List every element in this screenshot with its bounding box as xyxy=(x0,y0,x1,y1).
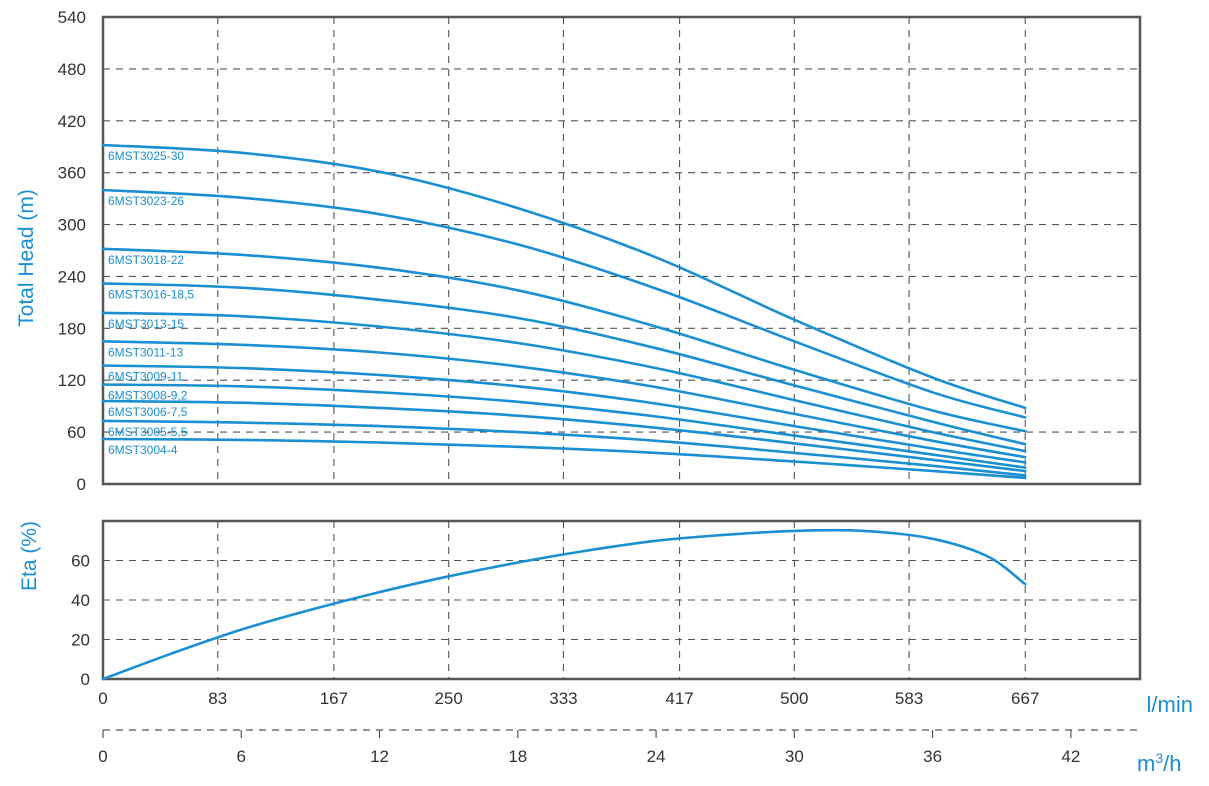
lpm-tick-label: 417 xyxy=(665,689,693,708)
head-y-tick-label: 60 xyxy=(67,423,86,442)
lpm-tick-labels: 0 83 167 250 333 417 500 583 667 xyxy=(98,689,1039,708)
m3h-tick-label: 30 xyxy=(785,747,804,766)
head-curve xyxy=(101,419,1027,477)
head-y-tick-label: 240 xyxy=(58,267,86,286)
head-chart-frame xyxy=(101,15,1142,486)
m3h-tick-label: 42 xyxy=(1061,747,1080,766)
eta-y-tick-label: 20 xyxy=(71,631,90,650)
head-y-tick-label: 360 xyxy=(58,164,86,183)
series-label: 6MST3009-11 xyxy=(108,370,183,384)
lpm-tick-label: 583 xyxy=(895,689,923,708)
head-curve xyxy=(101,311,1027,453)
lpm-tick-label: 83 xyxy=(208,689,227,708)
head-y-ticks: 0 60 120 180 240 300 360 420 480 540 xyxy=(58,8,86,494)
eta-grid xyxy=(103,521,1140,679)
series-label: 6MST3018-22 xyxy=(108,253,184,267)
lpm-tick-label: 0 xyxy=(98,689,107,708)
series-label: 6MST3013-15 xyxy=(108,317,184,331)
lpm-tick-label: 667 xyxy=(1011,689,1039,708)
head-curve xyxy=(101,247,1027,433)
eta-y-tick-label: 0 xyxy=(81,670,90,689)
head-curve xyxy=(101,364,1027,464)
eta-chart: 0 20 40 60 Eta (%) xyxy=(18,519,1142,690)
m3h-tick-labels: 0 6 12 18 24 30 36 42 xyxy=(98,730,1080,766)
series-label: 6MST3025-30 xyxy=(108,149,184,163)
eta-series-group xyxy=(101,528,1027,681)
m3h-tick-label: 12 xyxy=(370,747,389,766)
head-curve xyxy=(101,143,1027,410)
eta-y-tick-label: 40 xyxy=(71,591,90,610)
head-y-tick-label: 120 xyxy=(58,371,86,390)
lpm-tick-label: 333 xyxy=(549,689,577,708)
head-grid xyxy=(103,17,1140,484)
head-y-tick-label: 480 xyxy=(58,60,86,79)
lpm-tick-label: 167 xyxy=(320,689,348,708)
head-curve xyxy=(101,340,1027,459)
head-curve xyxy=(101,437,1027,480)
lpm-x-axis: 0 83 167 250 333 417 500 583 667 l/min xyxy=(98,689,1193,717)
series-label: 6MST3011-13 xyxy=(108,345,183,359)
lpm-tick-label: 500 xyxy=(780,689,808,708)
m3h-tick-label: 0 xyxy=(98,747,107,766)
m3h-tick-label: 18 xyxy=(508,747,527,766)
eta-y-axis-title: Eta (%) xyxy=(18,521,41,591)
head-y-tick-label: 540 xyxy=(58,8,86,27)
m3h-x-axis: 0 6 12 18 24 30 36 42 m3/h xyxy=(98,729,1181,776)
series-label: 6MST3006-7,5 xyxy=(108,405,188,419)
eta-chart-frame xyxy=(101,519,1142,681)
series-label: 6MST3023-26 xyxy=(108,194,184,208)
lpm-tick-label: 250 xyxy=(434,689,462,708)
head-curve xyxy=(101,399,1027,473)
m3h-tick-label: 6 xyxy=(237,747,246,766)
efficiency-curve xyxy=(101,528,1027,681)
series-label: 6MST3016-18,5 xyxy=(108,287,194,301)
head-y-axis-title: Total Head (m) xyxy=(15,189,38,327)
head-y-tick-label: 0 xyxy=(77,475,86,494)
series-label: 6MST3008-9,2 xyxy=(108,389,188,403)
head-curve xyxy=(101,282,1027,446)
head-curve xyxy=(101,383,1027,469)
head-y-tick-label: 180 xyxy=(58,319,86,338)
m3h-tick-label: 36 xyxy=(923,747,942,766)
head-y-tick-label: 420 xyxy=(58,112,86,131)
series-label: 6MST3005-5,5 xyxy=(108,425,188,439)
m3h-unit-label: m3/h xyxy=(1137,750,1181,776)
m3h-tick-label: 24 xyxy=(647,747,666,766)
eta-y-ticks: 0 20 40 60 xyxy=(71,552,90,690)
head-y-tick-label: 300 xyxy=(58,216,86,235)
eta-y-tick-label: 60 xyxy=(71,552,90,571)
head-series-group: 6MST3025-30 6MST3023-26 6MST3018-22 6MST301… xyxy=(101,143,1027,480)
series-label: 6MST3004-4 xyxy=(108,443,178,457)
lpm-unit-label: l/min xyxy=(1147,692,1193,717)
head-curve xyxy=(101,188,1027,419)
